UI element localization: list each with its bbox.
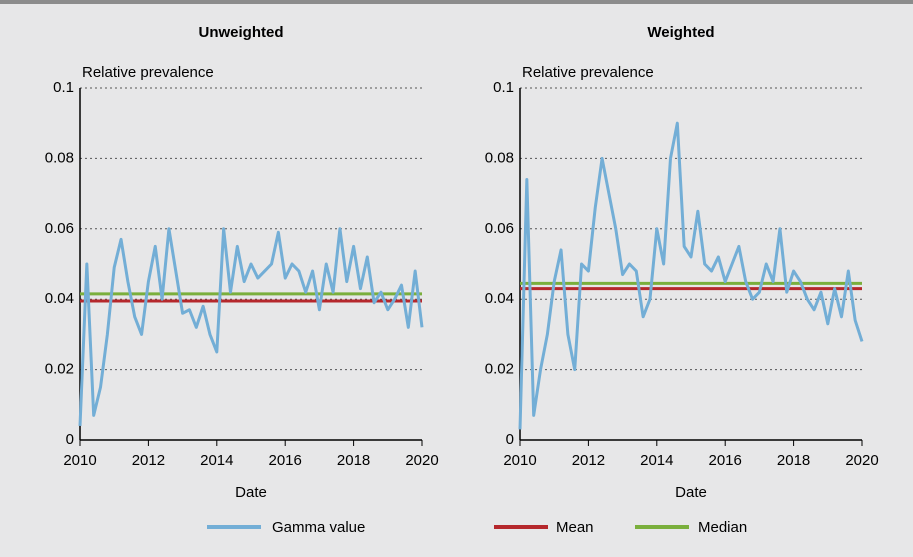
x-tick-label: 2014 xyxy=(640,452,673,469)
x-tick-label: 2016 xyxy=(269,452,302,469)
x-tick-label: 2010 xyxy=(503,452,536,469)
chart-title: Weighted xyxy=(647,24,714,41)
y-tick-label: 0.02 xyxy=(485,361,514,378)
x-tick-label: 2020 xyxy=(405,452,438,469)
x-tick-label: 2012 xyxy=(132,452,165,469)
top-border xyxy=(0,0,913,4)
legend-label: Gamma value xyxy=(272,519,365,536)
x-tick-label: 2014 xyxy=(200,452,233,469)
x-tick-label: 2020 xyxy=(845,452,878,469)
x-tick-label: 2016 xyxy=(709,452,742,469)
y-tick-label: 0 xyxy=(66,431,74,448)
y-tick-label: 0.02 xyxy=(45,361,74,378)
x-axis-label: Date xyxy=(235,484,267,501)
chart-title: Unweighted xyxy=(199,24,284,41)
series-line xyxy=(78,227,424,426)
y-tick-label: 0.08 xyxy=(45,149,74,166)
y-tick-label: 0 xyxy=(506,431,514,448)
y-axis-label: Relative prevalence xyxy=(522,64,654,81)
y-tick-label: 0.06 xyxy=(485,220,514,237)
y-axis-label: Relative prevalence xyxy=(82,64,214,81)
y-tick-label: 0.04 xyxy=(45,290,74,307)
x-axis-label: Date xyxy=(675,484,707,501)
y-tick-label: 0.06 xyxy=(45,220,74,237)
legend-label: Median xyxy=(698,519,747,536)
legend-label: Mean xyxy=(556,519,594,536)
y-tick-label: 0.1 xyxy=(493,79,514,96)
y-tick-label: 0.1 xyxy=(53,79,74,96)
series-line xyxy=(518,121,864,430)
y-tick-label: 0.08 xyxy=(485,149,514,166)
x-tick-label: 2010 xyxy=(63,452,96,469)
x-tick-label: 2018 xyxy=(777,452,810,469)
x-tick-label: 2018 xyxy=(337,452,370,469)
x-tick-label: 2012 xyxy=(572,452,605,469)
y-tick-label: 0.04 xyxy=(485,290,514,307)
